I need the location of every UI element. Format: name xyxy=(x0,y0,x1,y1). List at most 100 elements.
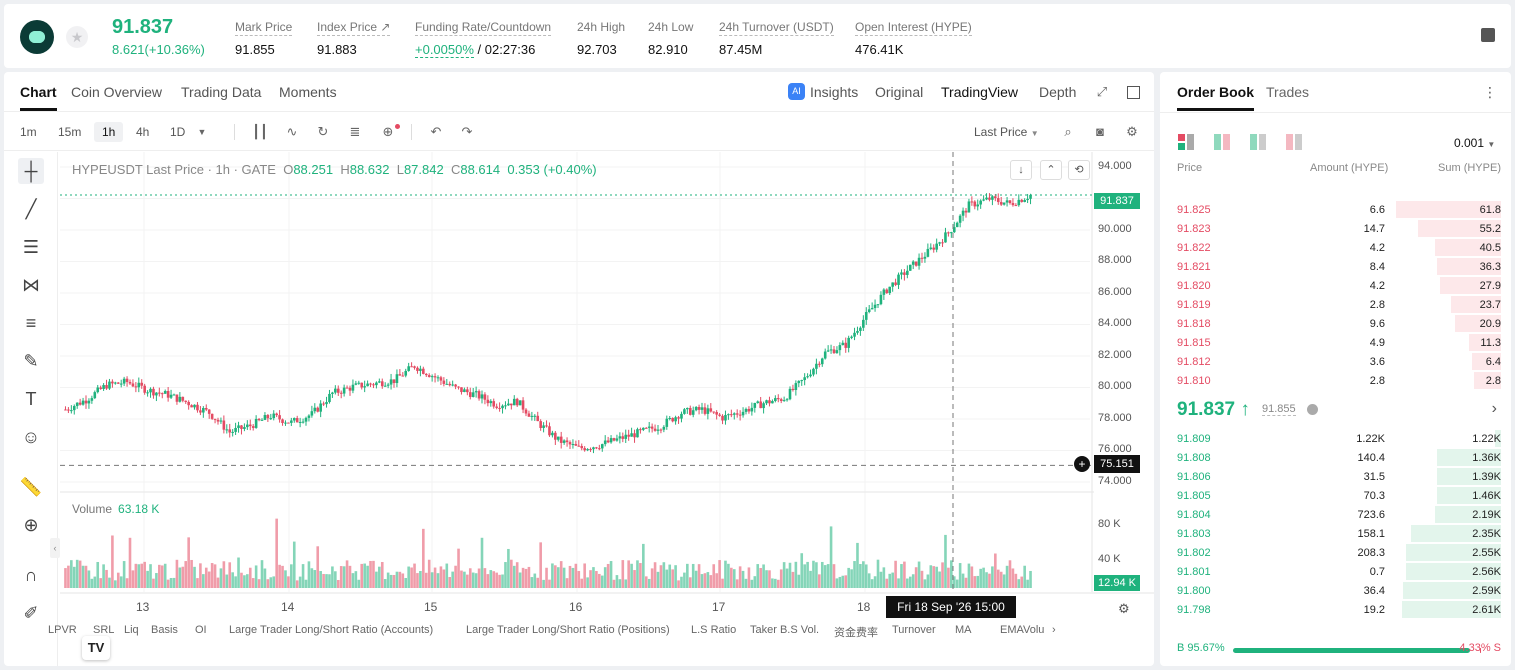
tab-insights[interactable]: Insights xyxy=(810,84,859,100)
pattern-icon[interactable]: ⋈ xyxy=(22,275,40,295)
timeframe-1d[interactable]: 1D xyxy=(170,125,186,139)
ask-row[interactable]: 91.819 2.8 23.7 xyxy=(1160,295,1511,314)
ask-row[interactable]: 91.820 4.2 27.9 xyxy=(1160,276,1511,295)
indicators-icon[interactable]: ∿ xyxy=(286,124,298,139)
volume-bar xyxy=(650,568,654,588)
bid-row[interactable]: 91.804 723.6 2.19K xyxy=(1160,505,1511,524)
indicator-6[interactable]: Large Trader Long/Short Ratio (Positions… xyxy=(466,624,670,636)
refresh-icon[interactable]: ↻ xyxy=(317,124,329,139)
price-source-select[interactable]: Last Price ▼ xyxy=(974,125,1039,139)
bid-row[interactable]: 91.800 36.4 2.59K xyxy=(1160,581,1511,600)
book-mode-bids-icon[interactable] xyxy=(1214,134,1230,150)
layout-icon[interactable] xyxy=(1127,86,1140,99)
bid-row[interactable]: 91.806 31.5 1.39K xyxy=(1160,467,1511,486)
book-mode-sells-icon[interactable] xyxy=(1286,134,1302,150)
indicator-7[interactable]: L.S Ratio xyxy=(691,624,737,636)
timeframe-4h[interactable]: 4h xyxy=(136,125,150,139)
volume-bar xyxy=(495,572,498,588)
indicator-1[interactable]: SRL xyxy=(93,624,115,636)
ask-row[interactable]: 91.815 4.9 11.3 xyxy=(1160,333,1511,352)
tab-trading-data[interactable]: Trading Data xyxy=(181,84,262,100)
tab-order-book[interactable]: Order Book xyxy=(1177,84,1255,111)
reset-chart-icon[interactable]: ⟲ xyxy=(1068,160,1090,180)
collapse-toolbar-icon[interactable]: ‹ xyxy=(50,538,60,558)
timeframe-1h[interactable]: 1h xyxy=(94,122,124,142)
redo-icon[interactable]: ↷ xyxy=(461,124,473,139)
indicator-0[interactable]: LPVR xyxy=(48,624,77,636)
indicator-3[interactable]: Basis xyxy=(151,624,178,636)
horizontal-lines-icon[interactable]: ☰ xyxy=(22,237,40,257)
chevron-right-icon[interactable]: › xyxy=(1052,624,1056,636)
settings-gear-icon[interactable]: ⚙ xyxy=(1126,124,1138,139)
bid-row[interactable]: 91.802 208.3 2.55K xyxy=(1160,543,1511,562)
candle-type-icon[interactable]: ┃┃ xyxy=(252,124,268,139)
indicator-8[interactable]: Taker B.S Vol. xyxy=(750,624,820,636)
chart-settings-icon[interactable]: ⚙ xyxy=(1118,601,1130,616)
precision-select[interactable]: 0.001 ▼ xyxy=(1454,136,1495,150)
book-mode-asks-icon[interactable] xyxy=(1250,134,1266,150)
add-alert-icon[interactable]: ⊕ xyxy=(382,124,394,139)
tab-coin-overview[interactable]: Coin Overview xyxy=(71,84,163,100)
ask-row[interactable]: 91.810 2.8 2.8 xyxy=(1160,371,1511,390)
crosshair-icon[interactable]: ┼ xyxy=(18,158,44,184)
tab-trades[interactable]: Trades xyxy=(1266,84,1310,100)
ask-row[interactable]: 91.825 6.6 61.8 xyxy=(1160,200,1511,219)
bid-row[interactable]: 91.803 158.1 2.35K xyxy=(1160,524,1511,543)
stat-24h-turnover[interactable]: 24h Turnover (USDT) 87.45M xyxy=(719,18,834,57)
bid-row[interactable]: 91.809 1.22K 1.22K xyxy=(1160,429,1511,448)
scroll-to-latest-icon[interactable]: ↓ xyxy=(1010,160,1032,180)
tab-original[interactable]: Original xyxy=(875,84,924,100)
price-chart[interactable]: HYPEUSDT Last Price · 1h · GATE O88.251 … xyxy=(60,152,1154,666)
indicator-13[interactable]: Volu xyxy=(1023,624,1045,636)
templates-icon[interactable]: ≣ xyxy=(349,124,361,139)
tab-chart[interactable]: Chart xyxy=(20,84,57,111)
camera-icon[interactable]: ◙ xyxy=(1096,124,1104,139)
contract-info-icon[interactable] xyxy=(1481,28,1495,42)
collapse-icon[interactable]: ⌃ xyxy=(1040,160,1062,180)
indicator-2[interactable]: Liq xyxy=(124,624,139,636)
trend-line-icon[interactable]: ╱ xyxy=(25,199,37,219)
ask-row[interactable]: 91.823 14.7 55.2 xyxy=(1160,219,1511,238)
stat-index-price[interactable]: Index Price ↗ 91.883 xyxy=(317,18,391,57)
tab-depth[interactable]: Depth xyxy=(1039,84,1077,100)
zoom-in-icon[interactable]: ⊕ xyxy=(23,515,39,535)
undo-icon[interactable]: ↶ xyxy=(430,124,442,139)
ruler-icon[interactable]: 📏 xyxy=(19,477,43,497)
timeframe-1m[interactable]: 1m xyxy=(20,125,37,139)
indicator-4[interactable]: OI xyxy=(195,624,207,636)
stat-funding-rate[interactable]: Funding Rate/Countdown +0.0050% / 02:27:… xyxy=(415,18,552,58)
ask-row[interactable]: 91.812 3.6 6.4 xyxy=(1160,352,1511,371)
bid-row[interactable]: 91.798 19.2 2.61K xyxy=(1160,600,1511,619)
tab-moments[interactable]: Moments xyxy=(279,84,337,100)
indicator-12[interactable]: EMA xyxy=(1000,624,1024,636)
add-crosshair-icon[interactable]: + xyxy=(1074,456,1090,472)
timeframe-15m[interactable]: 15m xyxy=(58,125,82,139)
book-mode-both-icon[interactable] xyxy=(1178,134,1194,150)
favorite-star-icon[interactable]: ★ xyxy=(66,26,88,48)
bid-row[interactable]: 91.805 70.3 1.46K xyxy=(1160,486,1511,505)
magnet-icon[interactable]: ∩ xyxy=(24,565,38,585)
search-icon[interactable]: ⌕ xyxy=(1064,124,1072,139)
indicator-10[interactable]: Turnover xyxy=(892,624,936,636)
fib-retracement-icon[interactable]: ≡ xyxy=(25,313,37,333)
indicator-11[interactable]: MA xyxy=(955,624,972,636)
brush-icon[interactable]: ✎ xyxy=(23,351,39,371)
timeframe-dropdown-icon[interactable]: ▼ xyxy=(197,127,207,137)
ask-row[interactable]: 91.821 8.4 36.3 xyxy=(1160,257,1511,276)
tradingview-logo-icon[interactable]: TV xyxy=(82,636,110,660)
ask-row[interactable]: 91.818 9.6 20.9 xyxy=(1160,314,1511,333)
emoji-icon[interactable]: ☺ xyxy=(21,427,41,447)
stat-mark-price[interactable]: Mark Price 91.855 xyxy=(235,18,293,57)
bid-row[interactable]: 91.808 140.4 1.36K xyxy=(1160,448,1511,467)
indicator-9[interactable]: 资金费率 xyxy=(834,627,878,639)
bid-row[interactable]: 91.801 0.7 2.56K xyxy=(1160,562,1511,581)
tab-tradingview[interactable]: TradingView xyxy=(941,84,1019,100)
more-options-icon[interactable]: ⋮ xyxy=(1483,84,1497,100)
expand-icon[interactable]: ⤢ xyxy=(1096,84,1108,99)
ask-row[interactable]: 91.822 4.2 40.5 xyxy=(1160,238,1511,257)
text-tool-icon[interactable]: T xyxy=(25,389,37,409)
chevron-right-icon[interactable]: › xyxy=(1491,400,1497,417)
stat-open-interest[interactable]: Open Interest (HYPE) 476.41K xyxy=(855,18,972,57)
draw-mode-icon[interactable]: ✐ xyxy=(23,603,39,623)
indicator-5[interactable]: Large Trader Long/Short Ratio (Accounts) xyxy=(229,624,434,636)
